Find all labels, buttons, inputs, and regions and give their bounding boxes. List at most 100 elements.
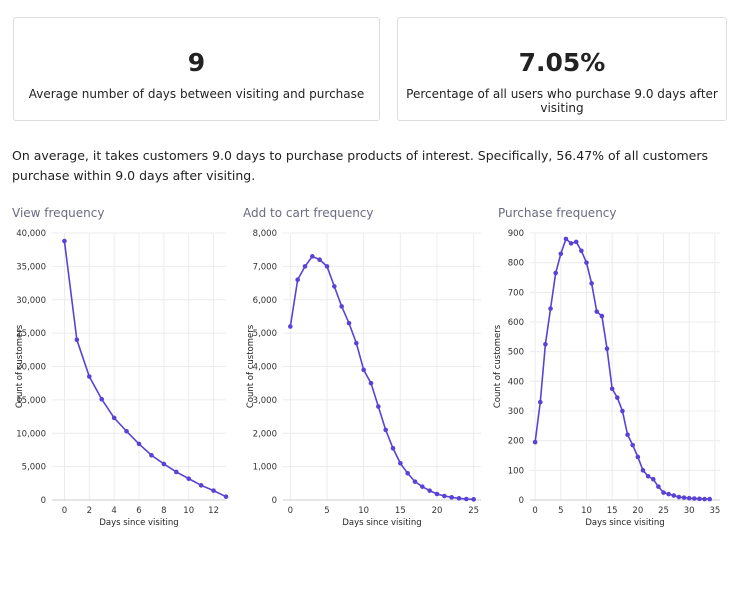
- point: [317, 257, 322, 263]
- point: [74, 337, 80, 343]
- y-tick-label: 300: [508, 407, 524, 417]
- point: [412, 479, 418, 484]
- x-tick-label: 25: [658, 506, 669, 516]
- point: [211, 488, 216, 493]
- point: [609, 386, 615, 392]
- point: [640, 468, 646, 473]
- x-tick-label: 6: [136, 506, 141, 516]
- y-tick-label: 6,000: [253, 296, 277, 306]
- point: [198, 483, 204, 488]
- y-tick-label: 800: [508, 259, 524, 269]
- y-tick-label: 7,000: [253, 262, 277, 272]
- x-tick-label: 5: [324, 506, 329, 516]
- point: [543, 341, 548, 347]
- point: [599, 313, 605, 319]
- x-axis-label: Days since visiting: [99, 518, 178, 528]
- y-tick-label: 1,000: [253, 463, 277, 473]
- point: [295, 277, 300, 283]
- point: [650, 476, 656, 482]
- x-tick-label: 12: [208, 506, 219, 516]
- summary-text: On average, it takes customers 9.0 days …: [12, 148, 708, 183]
- line: [534, 237, 710, 500]
- x-tick-label: 10: [358, 506, 369, 516]
- point: [548, 306, 553, 311]
- point: [332, 284, 337, 289]
- point: [420, 484, 425, 489]
- x-tick-label: 8: [161, 506, 166, 516]
- y-tick-label: 3,000: [253, 396, 277, 406]
- point: [339, 304, 344, 309]
- point: [558, 251, 564, 257]
- point: [573, 239, 579, 245]
- stat-card: 9 Average number of days between visitin…: [13, 17, 380, 121]
- y-tick-label: 0: [41, 496, 46, 506]
- point: [368, 380, 374, 386]
- x-tick-label: 10: [183, 506, 194, 516]
- point: [666, 491, 671, 497]
- point: [86, 374, 92, 379]
- point: [324, 264, 330, 269]
- stat-card: 7.05% Percentage of all users who purcha…: [397, 17, 727, 121]
- x-tick-label: 15: [395, 506, 406, 516]
- y-tick-label: 15,000: [16, 396, 46, 406]
- y-axis-label: Count of customers: [246, 324, 256, 408]
- y-tick-label: 2,000: [253, 429, 277, 439]
- point: [405, 471, 410, 476]
- point: [614, 395, 620, 400]
- stat-value: 7.05%: [518, 48, 606, 77]
- point: [692, 496, 697, 501]
- point: [625, 432, 630, 438]
- point: [563, 236, 569, 242]
- y-tick-label: 900: [508, 229, 524, 239]
- point: [671, 493, 677, 498]
- point: [390, 445, 396, 451]
- stat-label: Percentage of all users who purchase 9.0…: [406, 87, 718, 115]
- y-tick-label: 30,000: [16, 296, 46, 306]
- x-tick-label: 2: [87, 506, 92, 516]
- point: [630, 442, 636, 448]
- y-tick-label: 35,000: [16, 262, 46, 272]
- x-axis-label: Days since visiting: [342, 518, 421, 528]
- y-tick-label: 100: [508, 466, 524, 476]
- y-tick-label: 500: [508, 348, 524, 358]
- point: [427, 488, 432, 493]
- y-tick-label: 0: [272, 496, 277, 506]
- point: [223, 494, 229, 499]
- x-tick-label: 0: [288, 506, 293, 516]
- point: [464, 496, 469, 502]
- point: [361, 367, 366, 373]
- point: [383, 427, 388, 433]
- y-tick-label: 40,000: [16, 229, 46, 239]
- x-axis-label: Days since visiting: [585, 518, 664, 528]
- point: [584, 260, 589, 265]
- point: [354, 340, 359, 346]
- point: [656, 484, 661, 489]
- point: [589, 281, 594, 286]
- point: [553, 270, 558, 276]
- point: [697, 496, 702, 502]
- point: [136, 441, 142, 447]
- point: [173, 469, 179, 475]
- point: [346, 320, 352, 326]
- point: [456, 496, 462, 501]
- chart-title: Add to cart frequency: [243, 206, 374, 220]
- stat-value: 9: [187, 48, 206, 77]
- y-tick-label: 700: [508, 288, 524, 298]
- y-tick-label: 4,000: [253, 363, 277, 373]
- point: [186, 476, 192, 481]
- point: [124, 428, 129, 434]
- point: [288, 324, 293, 329]
- x-tick-label: 0: [532, 506, 537, 516]
- point: [686, 495, 692, 501]
- point: [635, 454, 641, 460]
- y-tick-label: 20,000: [16, 363, 46, 373]
- point: [449, 495, 454, 500]
- x-tick-label: 35: [709, 506, 720, 516]
- y-tick-label: 5,000: [22, 463, 46, 473]
- x-tick-label: 10: [581, 506, 592, 516]
- y-tick-label: 10,000: [16, 429, 46, 439]
- point: [568, 241, 574, 246]
- x-tick-label: 4: [111, 506, 116, 516]
- line: [63, 240, 227, 498]
